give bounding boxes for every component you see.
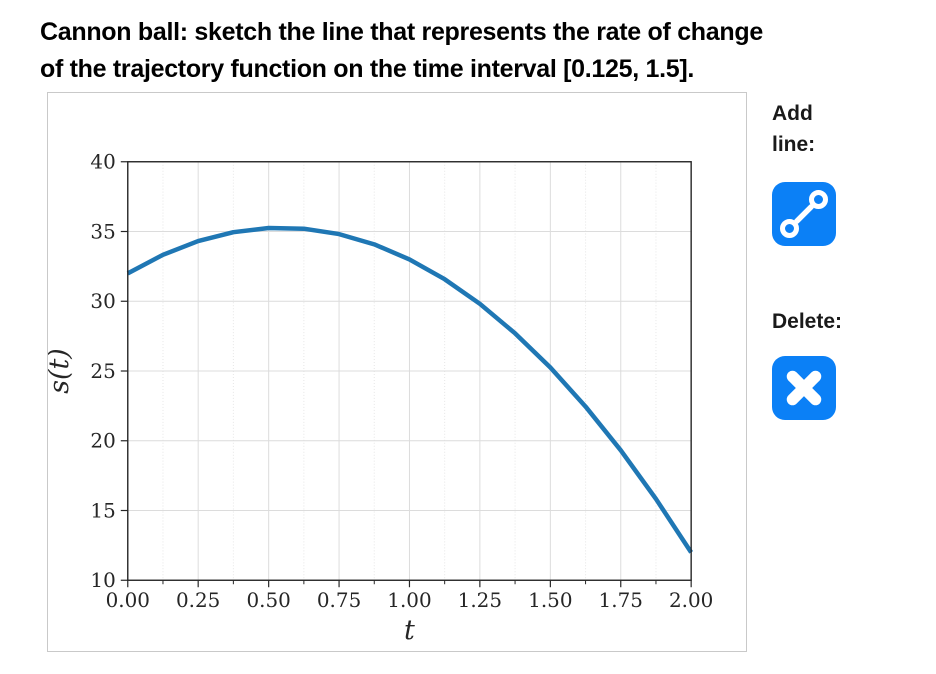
svg-text:0.75: 0.75 (317, 589, 361, 612)
svg-text:20: 20 (90, 430, 115, 453)
svg-text:2.00: 2.00 (669, 589, 713, 612)
svg-text:0.25: 0.25 (176, 589, 220, 612)
delete-button[interactable] (772, 356, 836, 420)
svg-text:35: 35 (90, 220, 115, 243)
delete-label: Delete: (772, 310, 843, 333)
svg-text:t: t (404, 615, 415, 646)
question-title: Cannon ball: sketch the line that repres… (40, 14, 763, 88)
svg-text:1.75: 1.75 (599, 589, 643, 612)
svg-text:1.25: 1.25 (458, 589, 502, 612)
svg-text:1.00: 1.00 (387, 589, 431, 612)
svg-text:0.00: 0.00 (106, 589, 150, 612)
svg-text:1.50: 1.50 (528, 589, 572, 612)
svg-text:30: 30 (90, 290, 115, 313)
svg-text:15: 15 (90, 499, 115, 522)
svg-text:s(t): s(t) (48, 348, 75, 394)
chart-panel: 0.00 0.25 0.50 0.75 1.00 1.25 1.50 1.75 2.00 10 15… (47, 92, 747, 652)
svg-text:40: 40 (90, 151, 115, 174)
svg-text:0.50: 0.50 (246, 589, 290, 612)
question-title-line-1: Cannon ball: sketch the line that repres… (40, 18, 763, 46)
svg-text:10: 10 (90, 569, 115, 592)
add-line-button[interactable] (772, 182, 836, 246)
question-title-line-2: of the trajectory function on the time i… (40, 55, 695, 83)
sketch-controls: Add line: Delete: (772, 92, 882, 420)
line-segment-icon (780, 190, 828, 238)
x-icon (786, 370, 822, 406)
trajectory-chart-canvas[interactable]: 0.00 0.25 0.50 0.75 1.00 1.25 1.50 1.75 2.00 10 15… (48, 93, 746, 651)
add-line-label: Add line: (772, 102, 816, 156)
svg-text:25: 25 (90, 360, 115, 383)
